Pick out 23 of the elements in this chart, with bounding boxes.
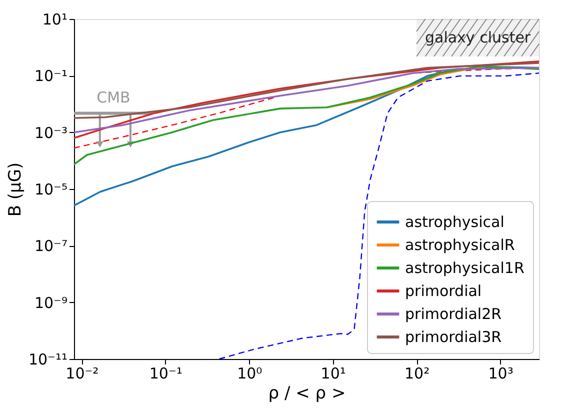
y-tick-label: 10⁻³ [34,124,68,142]
y-tick-label: 10⁻¹¹ [28,350,68,368]
x-tick-label: 10¹ [320,364,346,382]
y-tick-label: 10¹ [42,10,68,28]
legend-label: astrophysical1R [405,259,524,277]
x-tick-label: 10⁰ [237,364,262,382]
legend-label: primordial3R [405,328,502,346]
legend-label: astrophysical [405,213,504,231]
legend-label: primordial2R [405,305,502,323]
y-tick-label: 10⁻¹ [34,67,68,86]
y-tick-label: 10⁻⁹ [34,294,68,312]
x-tick-label: 10⁻² [66,364,99,382]
y-axis-title: B (μG) [5,162,26,217]
legend-label: primordial [405,282,482,300]
x-tick-label: 10³ [488,364,514,382]
x-tick-label: 10⁻¹ [149,364,182,382]
y-tick-label: 10⁻⁵ [34,180,68,198]
annotation: CMB [96,88,130,106]
band-label: galaxy cluster [424,28,532,47]
x-tick-label: 10² [404,364,430,382]
x-axis-title: ρ / < ρ > [268,384,346,404]
y-tick-label: 10⁻⁷ [34,237,68,256]
legend-label: astrophysicalR [405,236,515,254]
